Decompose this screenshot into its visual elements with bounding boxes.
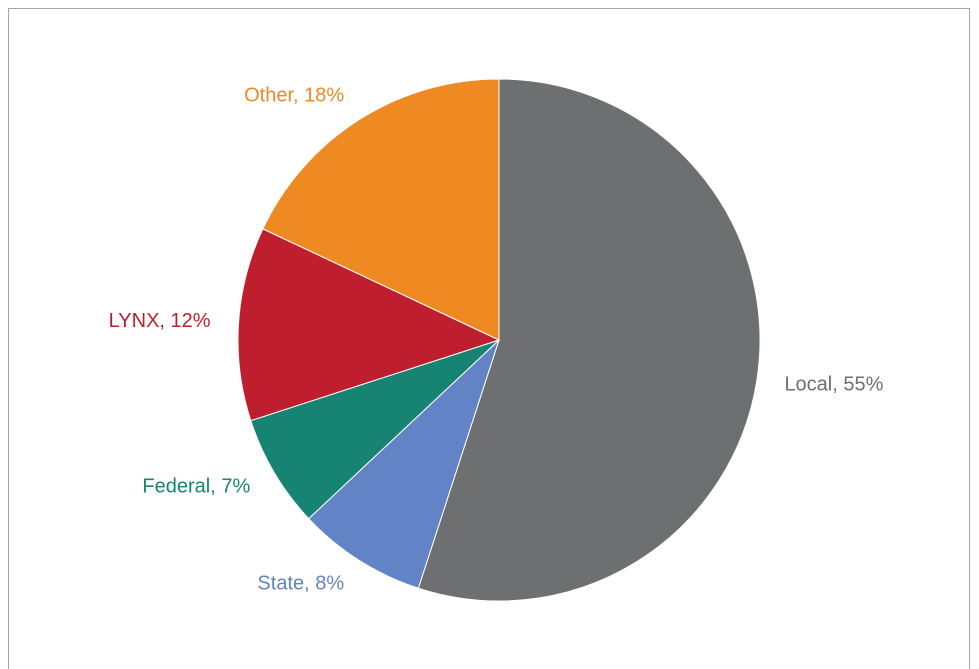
pie-slice — [417, 78, 761, 602]
pie-slice — [250, 339, 500, 520]
pie-slice — [308, 339, 500, 589]
slice-label: LYNX, 12% — [109, 310, 211, 332]
slice-label: Federal, 7% — [142, 475, 250, 497]
slice-label: Local, 55% — [784, 373, 883, 395]
slice-label: Other, 18% — [244, 84, 344, 106]
slice-label: State, 8% — [257, 572, 344, 594]
pie-slice — [262, 78, 500, 341]
pie-slice — [237, 228, 501, 422]
